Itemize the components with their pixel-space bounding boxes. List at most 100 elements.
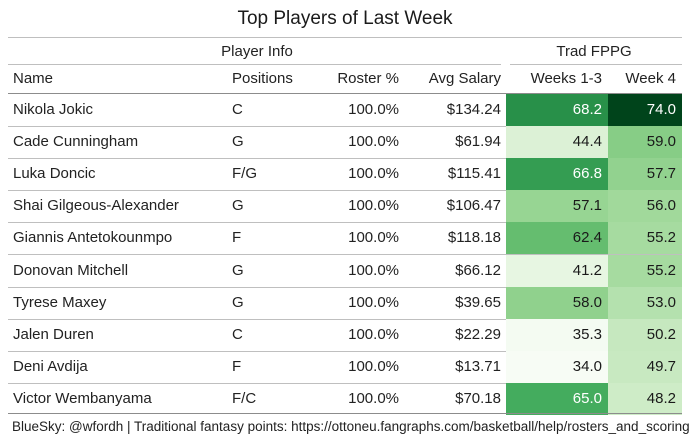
cell-roster: 100.0% [348, 325, 399, 343]
cell-salary: $106.47 [446, 197, 501, 215]
cell-name: Nikola Jokic [13, 101, 94, 118]
heat-cell-weeks13: 44.4 [506, 126, 608, 159]
row-divider [8, 222, 682, 224]
cell-salary: $39.65 [455, 293, 501, 311]
heat-cell-weeks13: 65.0 [506, 382, 608, 415]
spanner-trad-fppg: Trad FPPG [556, 43, 632, 60]
heat-value-week4: 59.0 [646, 133, 676, 151]
cell-roster: 100.0% [348, 261, 399, 279]
table-row: Luka Doncic F/G 100.0% $115.41 66.8 57.7 [0, 158, 690, 191]
cell-roster: 100.0% [348, 357, 399, 375]
cell-roster: 100.0% [348, 165, 399, 183]
table-row: Tyrese Maxey G 100.0% $39.65 58.0 53.0 [0, 286, 690, 319]
heat-cell-week4: 55.2 [608, 254, 682, 287]
cell-positions: G [232, 261, 244, 279]
heat-value-weeks13: 65.0 [572, 389, 602, 407]
heat-cell-week4: 59.0 [608, 126, 682, 159]
heat-cell-weeks13: 62.4 [506, 222, 608, 255]
header-divider [8, 93, 682, 94]
cell-salary: $118.18 [447, 229, 501, 247]
cell-salary: $22.29 [455, 325, 501, 343]
cell-name: Cade Cunningham [13, 133, 139, 151]
row-divider [8, 350, 682, 352]
heat-value-weeks13: 34.0 [572, 357, 602, 375]
cell-name: Donovan Mitchell [13, 261, 129, 279]
heat-value-week4: 55.2 [646, 261, 676, 279]
heat-value-weeks13: 35.3 [572, 325, 602, 343]
cell-roster: 100.0% [348, 133, 399, 151]
heat-value-weeks13: 68.2 [572, 101, 602, 118]
table-row: Donovan Mitchell G 100.0% $66.12 41.2 55.2 [0, 254, 690, 287]
table-row: Nikola Jokic C 100.0% $134.24 68.2 74.0 [0, 94, 690, 126]
heat-cell-week4: 56.0 [608, 190, 682, 223]
cell-name: Tyrese Maxey [13, 293, 107, 311]
cell-positions: G [232, 197, 244, 215]
source-note: BlueSky: @wfordh | Traditional fantasy p… [12, 419, 690, 434]
col-header-week4: Week 4 [625, 70, 676, 87]
cell-positions: G [232, 293, 244, 311]
cell-salary: $13.71 [455, 357, 501, 375]
heat-cell-weeks13: 66.8 [506, 158, 608, 191]
spanner-player-info: Player Info [221, 43, 293, 60]
cell-name: Shai Gilgeous-Alexander [13, 197, 179, 215]
heat-value-week4: 55.2 [646, 229, 676, 247]
col-header-roster: Roster % [337, 70, 399, 87]
row-divider [8, 318, 682, 320]
title-divider [8, 37, 682, 38]
heat-value-weeks13: 41.2 [572, 261, 602, 279]
cell-positions: F/C [232, 389, 257, 407]
row-divider [8, 126, 682, 127]
cell-salary: $134.24 [446, 101, 501, 118]
heat-cell-weeks13: 58.0 [506, 286, 608, 319]
cell-positions: C [232, 325, 243, 343]
cell-name: Jalen Duren [13, 325, 94, 343]
cell-roster: 100.0% [348, 197, 399, 215]
row-divider [8, 254, 682, 256]
table-row: Jalen Duren C 100.0% $22.29 35.3 50.2 [0, 318, 690, 351]
heat-value-weeks13: 62.4 [572, 229, 602, 247]
heat-cell-weeks13: 57.1 [506, 190, 608, 223]
table-row: Cade Cunningham G 100.0% $61.94 44.4 59.0 [0, 126, 690, 159]
table-row: Shai Gilgeous-Alexander G 100.0% $106.47 57.… [0, 190, 690, 223]
cell-salary: $70.18 [455, 389, 501, 407]
heat-cell-week4: 50.2 [608, 318, 682, 351]
cell-name: Luka Doncic [13, 165, 96, 183]
heat-value-weeks13: 66.8 [572, 165, 602, 183]
heat-value-week4: 56.0 [646, 197, 676, 215]
cell-positions: C [232, 101, 243, 118]
cell-name: Giannis Antetokounmpo [13, 229, 173, 247]
heat-value-week4: 48.2 [646, 389, 676, 407]
heat-cell-week4: 53.0 [608, 286, 682, 319]
cell-name: Deni Avdija [13, 357, 88, 375]
cell-salary: $115.41 [447, 165, 501, 183]
heat-cell-weeks13: 41.2 [506, 254, 608, 287]
spanner-underline-trad-fppg [510, 64, 682, 65]
cell-roster: 100.0% [348, 101, 399, 118]
col-header-salary: Avg Salary [428, 70, 501, 87]
heat-value-weeks13: 44.4 [572, 133, 602, 151]
cell-roster: 100.0% [348, 389, 399, 407]
heat-value-week4: 74.0 [646, 101, 676, 118]
row-divider [8, 382, 682, 384]
col-header-positions: Positions [232, 70, 293, 87]
table-row: Victor Wembanyama F/C 100.0% $70.18 65.0 48.2 [0, 382, 690, 415]
cell-positions: F [232, 229, 242, 247]
heat-cell-week4: 55.2 [608, 222, 682, 255]
cell-roster: 100.0% [348, 229, 399, 247]
cell-roster: 100.0% [348, 293, 399, 311]
heat-value-week4: 57.7 [646, 165, 676, 183]
table-row: Giannis Antetokounmpo F 100.0% $118.18 62.4 5… [0, 222, 690, 255]
cell-positions: F [232, 357, 242, 375]
cell-positions: F/G [232, 165, 257, 183]
table-bottom-rule [8, 413, 682, 414]
heat-cell-week4: 48.2 [608, 382, 682, 415]
heat-cell-week4: 49.7 [608, 350, 682, 383]
heat-value-weeks13: 57.1 [572, 197, 602, 215]
cell-salary: $66.12 [455, 261, 501, 279]
col-header-weeks13: Weeks 1-3 [530, 70, 602, 87]
heat-cell-weeks13: 68.2 [506, 94, 608, 126]
row-divider [8, 190, 682, 192]
spanner-underline-player-info [8, 64, 501, 65]
row-divider [8, 286, 682, 288]
